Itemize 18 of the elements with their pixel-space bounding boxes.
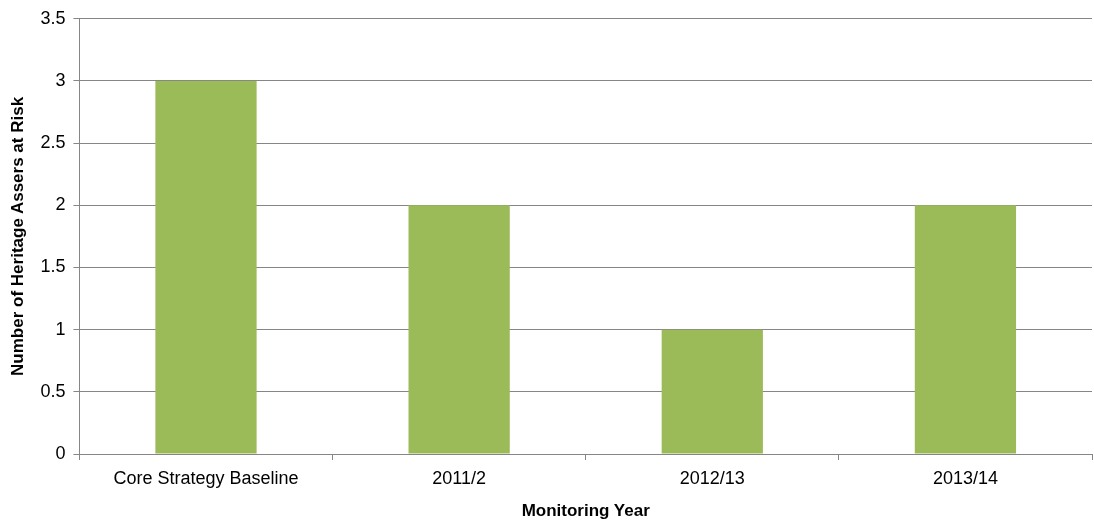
y-tick-label: 3.5 [40,7,66,28]
y-tick-label: 0.5 [40,380,66,401]
bar [155,80,257,454]
x-tick-label: Core Strategy Baseline [113,467,299,488]
y-tick-label: 2 [55,194,66,215]
x-axis-title: Monitoring Year [521,501,651,521]
y-tick-label: 2.5 [40,132,66,153]
x-tick-label: 2012/13 [679,467,745,488]
y-axis-title: Number of Heritage Assers at Risk [7,96,27,376]
x-tick-label: 2011/2 [432,467,486,488]
bar [914,205,1017,454]
y-tick-label: 3 [55,69,66,90]
bar [661,329,763,454]
y-tick-label: 0 [55,442,66,463]
y-tick-label: 1.5 [40,256,66,277]
x-tick-label: 2013/14 [932,467,998,488]
bar [408,205,510,454]
y-tick-label: 1 [55,318,66,339]
